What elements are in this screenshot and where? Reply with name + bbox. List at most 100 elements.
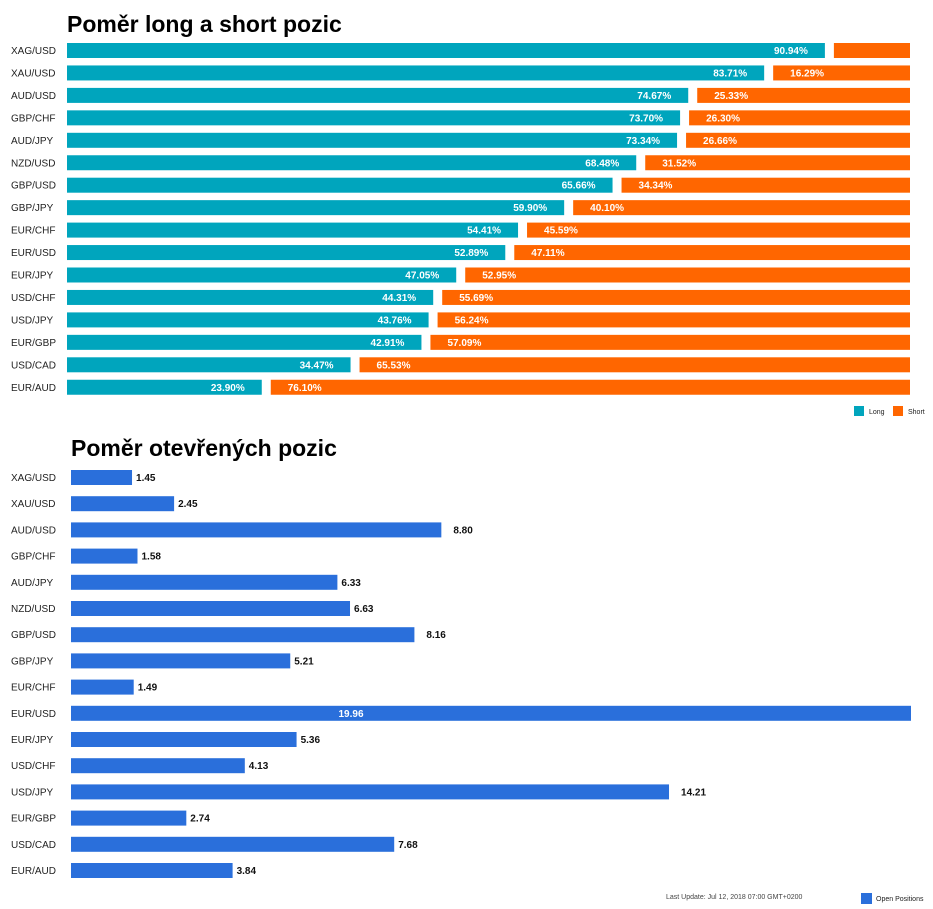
value-label: 5.21 bbox=[294, 656, 314, 667]
short-value-label: 65.53% bbox=[377, 360, 411, 371]
long-value-label: 74.67% bbox=[637, 91, 671, 102]
value-label: 2.74 bbox=[190, 814, 210, 825]
value-label: 1.58 bbox=[141, 552, 161, 563]
category-label: USD/CAD bbox=[11, 840, 56, 851]
category-label: AUD/JPY bbox=[11, 578, 54, 589]
short-bar bbox=[833, 43, 910, 58]
long-value-label: 42.91% bbox=[371, 338, 405, 349]
value-label: 6.33 bbox=[341, 578, 361, 589]
category-label: NZD/USD bbox=[11, 158, 55, 169]
long-bar bbox=[67, 155, 637, 171]
category-label: GBP/USD bbox=[11, 630, 56, 641]
long-value-label: 47.05% bbox=[405, 271, 439, 282]
value-label: 4.13 bbox=[249, 761, 269, 772]
value-label: 19.96 bbox=[338, 709, 363, 720]
long-bar bbox=[67, 379, 262, 395]
long-value-label: 43.76% bbox=[378, 315, 412, 326]
open-positions-bar bbox=[71, 574, 338, 590]
long-bar bbox=[67, 200, 565, 216]
long-value-label: 73.70% bbox=[629, 113, 663, 124]
long-value-label: 73.34% bbox=[626, 136, 660, 147]
open-positions-bar bbox=[71, 705, 911, 721]
short-bar bbox=[442, 289, 910, 305]
category-label: EUR/AUD bbox=[11, 383, 56, 394]
short-bar bbox=[621, 177, 910, 193]
value-label: 3.84 bbox=[237, 866, 257, 877]
open-positions-bar bbox=[71, 548, 138, 564]
open-positions-bar bbox=[71, 522, 442, 538]
long-bar bbox=[67, 222, 519, 238]
category-label: AUD/USD bbox=[11, 525, 56, 536]
long-bar bbox=[67, 289, 434, 305]
short-value-label: 25.33% bbox=[714, 91, 748, 102]
category-label: AUD/JPY bbox=[11, 136, 54, 147]
category-label: AUD/USD bbox=[11, 91, 56, 102]
last-update-text: Last Update: Jul 12, 2018 07:00 GMT+0200 bbox=[666, 894, 803, 901]
legend-short-label: Short bbox=[908, 409, 925, 416]
long-value-label: 44.31% bbox=[382, 293, 416, 304]
value-label: 8.80 bbox=[453, 525, 473, 536]
short-value-label: 31.52% bbox=[662, 158, 696, 169]
category-label: GBP/JPY bbox=[11, 203, 54, 214]
long-value-label: 34.47% bbox=[300, 360, 334, 371]
short-bar bbox=[689, 110, 910, 126]
open-positions-bar bbox=[71, 784, 670, 800]
value-label: 5.36 bbox=[301, 735, 321, 746]
short-value-label: 45.59% bbox=[544, 226, 578, 237]
category-label: USD/CHF bbox=[11, 761, 55, 772]
short-value-label: 34.34% bbox=[639, 181, 673, 192]
category-label: GBP/JPY bbox=[11, 656, 54, 667]
legend-open-positions-label: Open Positions bbox=[876, 896, 924, 903]
long-value-label: 68.48% bbox=[585, 158, 619, 169]
short-bar bbox=[645, 155, 910, 171]
long-bar bbox=[67, 110, 681, 126]
category-label: USD/CHF bbox=[11, 293, 55, 304]
category-label: EUR/JPY bbox=[11, 271, 54, 282]
value-label: 7.68 bbox=[398, 840, 418, 851]
category-label: EUR/GBP bbox=[11, 338, 56, 349]
long-value-label: 59.90% bbox=[513, 203, 547, 214]
category-label: USD/JPY bbox=[11, 315, 54, 326]
value-label: 1.45 bbox=[136, 473, 156, 484]
long-bar bbox=[67, 357, 351, 373]
long-bar bbox=[67, 334, 422, 350]
long-bar bbox=[67, 87, 689, 103]
short-bar bbox=[686, 132, 910, 148]
value-label: 2.45 bbox=[178, 499, 198, 510]
category-label: XAU/USD bbox=[11, 499, 55, 510]
long-value-label: 23.90% bbox=[211, 383, 245, 394]
category-label: EUR/JPY bbox=[11, 735, 54, 746]
long-value-label: 83.71% bbox=[713, 68, 747, 79]
long-value-label: 90.94% bbox=[774, 46, 808, 57]
short-value-label: 26.66% bbox=[703, 136, 737, 147]
value-label: 1.49 bbox=[138, 683, 158, 694]
short-value-label: 57.09% bbox=[447, 338, 481, 349]
open-positions-bar bbox=[71, 470, 133, 485]
short-bar bbox=[573, 200, 910, 216]
category-label: GBP/CHF bbox=[11, 113, 55, 124]
short-bar bbox=[527, 222, 910, 238]
open-positions-bar bbox=[71, 679, 134, 695]
category-label: USD/CAD bbox=[11, 360, 56, 371]
category-label: EUR/CHF bbox=[11, 226, 55, 237]
short-bar bbox=[359, 357, 911, 373]
short-value-label: 47.11% bbox=[531, 248, 564, 259]
open-positions-bar bbox=[71, 863, 233, 878]
short-bar bbox=[430, 334, 910, 350]
long-short-ratio-chart: XAG/USD 90.94% XAU/USD 83.71% 16.29% AUD/USD 7… bbox=[11, 43, 925, 416]
category-label: NZD/USD bbox=[11, 604, 55, 615]
category-label: EUR/USD bbox=[11, 248, 56, 259]
long-value-label: 54.41% bbox=[467, 226, 501, 237]
legend-long-label: Long bbox=[869, 409, 885, 416]
open-positions-bar bbox=[71, 653, 291, 669]
chart2-title: Poměr otevřených pozic bbox=[71, 435, 337, 461]
short-bar bbox=[465, 267, 910, 283]
open-positions-bar bbox=[71, 496, 175, 512]
long-bar bbox=[67, 177, 613, 193]
short-bar bbox=[773, 65, 910, 81]
category-label: GBP/CHF bbox=[11, 552, 55, 563]
long-bar bbox=[67, 132, 678, 148]
category-label: XAG/USD bbox=[11, 46, 56, 57]
value-label: 14.21 bbox=[681, 787, 706, 798]
